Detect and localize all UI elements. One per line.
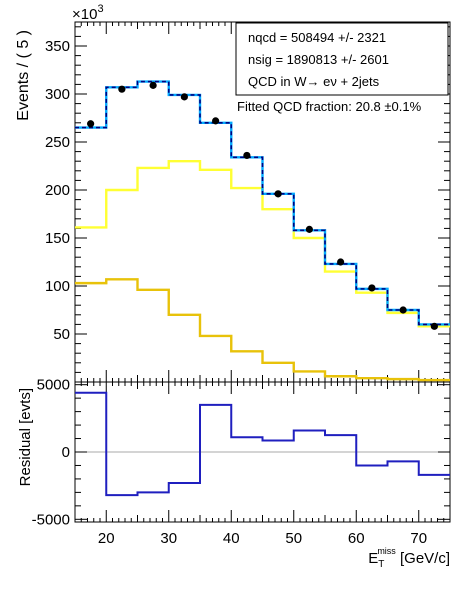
main-series xyxy=(75,80,450,382)
series-residual xyxy=(75,391,450,497)
x-tick-label: 20 xyxy=(98,530,115,547)
data-point xyxy=(149,81,157,89)
x-axis-label-sub: T xyxy=(378,559,384,570)
fit-fraction-label: Fitted QCD fraction: 20.8 ±0.1% xyxy=(237,99,422,114)
residual-series xyxy=(75,391,450,497)
y-tick-label: -5000 xyxy=(32,511,70,528)
data-point xyxy=(305,225,313,233)
main-plot-panel: 50 100 150 200 250 300 350 ×103 Events / ( 5 )… xyxy=(15,3,451,383)
y-tick-label: 100 xyxy=(45,278,70,295)
y-tick-label: 350 xyxy=(45,38,70,55)
x-tick-label: 60 xyxy=(348,530,365,547)
data-point xyxy=(118,85,126,93)
y-multiplier-base: ×10 xyxy=(72,6,97,23)
y-multiplier-exp: 3 xyxy=(97,3,103,15)
data-point xyxy=(337,258,345,266)
data-point xyxy=(274,190,282,198)
legend-frame xyxy=(235,22,449,96)
x-axis-label-main: E xyxy=(368,550,378,567)
x-tick-label: 50 xyxy=(285,530,302,547)
y-tick-label: 200 xyxy=(45,182,70,199)
x-axis-label-sup: miss xyxy=(377,546,396,556)
residual-y-axis-ticks: -5000 0 5000 xyxy=(32,377,450,528)
x-tick-label: 70 xyxy=(410,530,427,547)
data-point xyxy=(212,117,220,125)
y-tick-label: 5000 xyxy=(37,377,70,394)
y-multiplier: ×103 xyxy=(72,3,104,23)
y-tick-label: 0 xyxy=(62,444,70,461)
legend-nqcd: nqcd = 508494 +/- 2321 xyxy=(248,30,386,45)
data-point xyxy=(368,284,376,292)
main-y-axis-label: Events / ( 5 ) xyxy=(15,30,32,121)
data-point xyxy=(243,151,251,160)
legend-box: nqcd = 508494 +/- 2321 nsig = 1890813 +/… xyxy=(235,22,449,96)
data-point xyxy=(430,322,438,330)
y-tick-label: 150 xyxy=(45,230,70,247)
y-tick-label: 250 xyxy=(45,134,70,151)
legend-process: QCD in W→ eν + 2jets xyxy=(248,74,380,89)
data-point xyxy=(399,306,407,314)
y-tick-label: 300 xyxy=(45,86,70,103)
y-tick-label: 50 xyxy=(53,326,70,343)
x-tick-label: 30 xyxy=(160,530,177,547)
main-y-axis-ticks: 50 100 150 200 250 300 350 xyxy=(45,26,450,383)
residual-x-axis-ticks: 20 30 40 50 60 70 xyxy=(74,382,451,547)
data-point xyxy=(87,120,95,128)
x-axis-label: ETmiss [GeV/c] xyxy=(368,546,450,570)
residual-y-axis-label: Residual [evts] xyxy=(17,388,34,486)
x-axis-label-unit: [GeV/c] xyxy=(396,550,450,567)
data-point xyxy=(180,93,188,101)
series-qcd xyxy=(75,278,450,382)
x-tick-label: 40 xyxy=(223,530,240,547)
legend-nsig: nsig = 1890813 +/- 2601 xyxy=(248,52,389,67)
series-total-fit-dashed xyxy=(75,80,450,326)
